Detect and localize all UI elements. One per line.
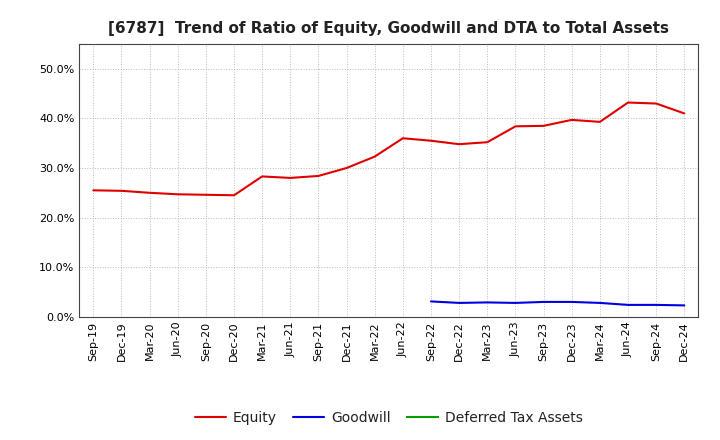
Line: Equity: Equity bbox=[94, 103, 684, 195]
Goodwill bbox=[455, 300, 464, 305]
Goodwill bbox=[427, 299, 436, 304]
Goodwill bbox=[624, 302, 632, 308]
Equity bbox=[399, 136, 408, 141]
Goodwill bbox=[539, 299, 548, 304]
Equity bbox=[680, 111, 688, 116]
Equity bbox=[202, 192, 210, 198]
Equity bbox=[483, 139, 492, 145]
Line: Goodwill: Goodwill bbox=[431, 301, 684, 305]
Equity bbox=[624, 100, 632, 105]
Equity bbox=[427, 138, 436, 143]
Equity bbox=[652, 101, 660, 106]
Goodwill bbox=[595, 300, 604, 305]
Equity bbox=[511, 124, 520, 129]
Equity bbox=[258, 174, 266, 179]
Equity bbox=[174, 192, 182, 197]
Equity bbox=[595, 119, 604, 125]
Equity bbox=[342, 165, 351, 171]
Equity bbox=[370, 154, 379, 159]
Goodwill bbox=[567, 299, 576, 304]
Goodwill bbox=[680, 303, 688, 308]
Equity bbox=[286, 175, 294, 180]
Title: [6787]  Trend of Ratio of Equity, Goodwill and DTA to Total Assets: [6787] Trend of Ratio of Equity, Goodwil… bbox=[108, 21, 670, 36]
Legend: Equity, Goodwill, Deferred Tax Assets: Equity, Goodwill, Deferred Tax Assets bbox=[189, 406, 588, 431]
Equity bbox=[230, 193, 238, 198]
Equity bbox=[89, 188, 98, 193]
Equity bbox=[145, 190, 154, 195]
Equity bbox=[539, 123, 548, 128]
Equity bbox=[117, 188, 126, 194]
Goodwill bbox=[511, 300, 520, 305]
Equity bbox=[567, 117, 576, 122]
Goodwill bbox=[483, 300, 492, 305]
Equity bbox=[314, 173, 323, 179]
Goodwill bbox=[652, 302, 660, 308]
Equity bbox=[455, 142, 464, 147]
